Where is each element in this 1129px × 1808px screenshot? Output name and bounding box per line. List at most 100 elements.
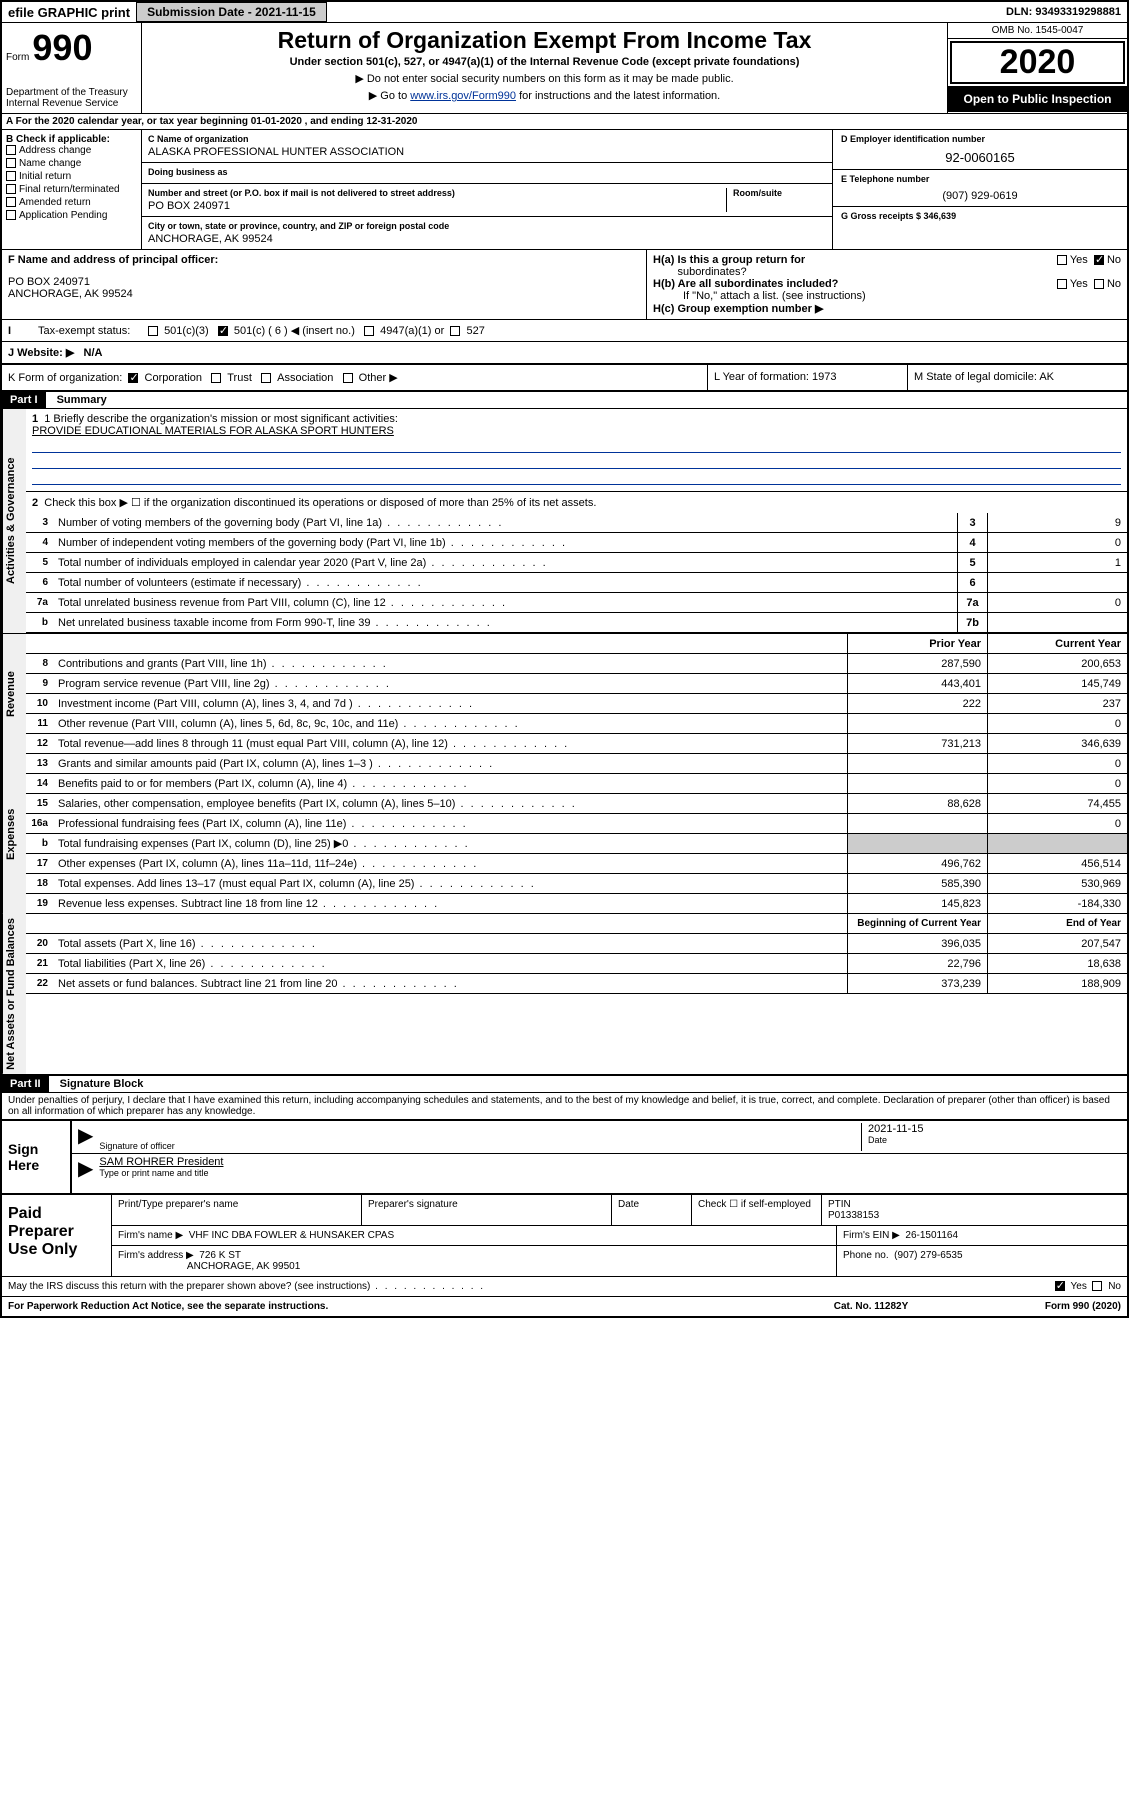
principal-officer-row: F Name and address of principal officer:…	[2, 250, 1127, 320]
table-row: 22 Net assets or fund balances. Subtract…	[26, 974, 1127, 994]
chk-corporation[interactable]	[128, 373, 138, 383]
firm-phone-value: (907) 279-6535	[894, 1250, 962, 1261]
header-left: Form 990 Department of the Treasury Inte…	[2, 23, 142, 113]
firm-addr-label: Firm's address ▶	[118, 1250, 194, 1261]
begin-year-header: Beginning of Current Year	[847, 914, 987, 933]
firm-addr1: 726 K ST	[199, 1250, 241, 1261]
tax-exempt-row: I Tax-exempt status: 501(c)(3) 501(c) ( …	[2, 320, 1127, 342]
paperwork-notice: For Paperwork Reduction Act Notice, see …	[8, 1301, 771, 1312]
table-row: 16a Professional fundraising fees (Part …	[26, 814, 1127, 834]
header-right: OMB No. 1545-0047 2020 Open to Public In…	[947, 23, 1127, 113]
discuss-no-checkbox[interactable]	[1092, 1281, 1102, 1291]
table-row: 8 Contributions and grants (Part VIII, l…	[26, 654, 1127, 674]
side-label-netassets: Net Assets or Fund Balances	[2, 914, 26, 1074]
table-row: b Total fundraising expenses (Part IX, c…	[26, 834, 1127, 854]
section-l: L Year of formation: 1973	[707, 365, 907, 390]
room-label: Room/suite	[733, 188, 826, 198]
paid-preparer-section: Paid Preparer Use Only Print/Type prepar…	[2, 1193, 1127, 1276]
chk-initial-return[interactable]: Initial return	[6, 171, 137, 182]
top-bar: efile GRAPHIC print Submission Date - 20…	[2, 2, 1127, 23]
section-d: D Employer identification number 92-0060…	[832, 130, 1127, 249]
chk-other[interactable]	[343, 373, 353, 383]
hb-row: H(b) Are all subordinates included? Yes …	[653, 278, 1121, 290]
prep-date-label: Date	[612, 1195, 692, 1225]
ha-no-checkbox[interactable]	[1094, 255, 1104, 265]
city-value: ANCHORAGE, AK 99524	[148, 233, 826, 245]
hc-label: H(c) Group exemption number ▶	[653, 302, 1121, 315]
tax-exempt-label: Tax-exempt status:	[38, 325, 148, 337]
side-label-governance: Activities & Governance	[2, 409, 26, 633]
website-label: J Website: ▶	[8, 347, 74, 359]
table-row: 5 Total number of individuals employed i…	[26, 553, 1127, 573]
declaration-text: Under penalties of perjury, I declare th…	[2, 1093, 1127, 1119]
table-row: 7a Total unrelated business revenue from…	[26, 593, 1127, 613]
chk-501c3[interactable]	[148, 326, 158, 336]
street-value: PO BOX 240971	[148, 200, 726, 212]
chk-association[interactable]	[261, 373, 271, 383]
revenue-header-row: Prior Year Current Year	[26, 634, 1127, 654]
chk-address-change[interactable]: Address change	[6, 145, 137, 156]
section-b-checkboxes: B Check if applicable: Address change Na…	[2, 130, 142, 249]
table-row: 11 Other revenue (Part VIII, column (A),…	[26, 714, 1127, 734]
part1-body: Activities & Governance 1 1 Briefly desc…	[2, 409, 1127, 633]
street-cell: Number and street (or P.O. box if mail i…	[142, 184, 832, 217]
ha-row: H(a) Is this a group return for subordin…	[653, 254, 1121, 278]
prep-sig-label: Preparer's signature	[362, 1195, 612, 1225]
principal-addr1: PO BOX 240971	[8, 276, 640, 288]
ptin-label: PTIN	[828, 1199, 851, 1210]
section-c: C Name of organization ALASKA PROFESSION…	[142, 130, 832, 249]
ha-yes-checkbox[interactable]	[1057, 255, 1067, 265]
discuss-row: May the IRS discuss this return with the…	[2, 1276, 1127, 1296]
sig-name-row: ▶ SAM ROHRER President Type or print nam…	[72, 1154, 1127, 1183]
current-year-header: Current Year	[987, 634, 1127, 653]
org-name-cell: C Name of organization ALASKA PROFESSION…	[142, 130, 832, 163]
phone-cell: E Telephone number (907) 929-0619	[833, 170, 1127, 207]
preparer-row-1: Print/Type preparer's name Preparer's si…	[112, 1195, 1127, 1226]
ha-sub: subordinates?	[677, 266, 746, 278]
submission-date-button[interactable]: Submission Date - 2021-11-15	[136, 2, 327, 22]
arrow-icon-2: ▶	[78, 1156, 99, 1181]
chk-501c[interactable]	[218, 326, 228, 336]
table-row: 3 Number of voting members of the govern…	[26, 513, 1127, 533]
form-title: Return of Organization Exempt From Incom…	[150, 27, 939, 54]
prep-check-label: Check ☐ if self-employed	[692, 1195, 822, 1225]
section-k: K Form of organization: Corporation Trus…	[2, 365, 707, 390]
table-row: 17 Other expenses (Part IX, column (A), …	[26, 854, 1127, 874]
irs-link[interactable]: www.irs.gov/Form990	[410, 90, 516, 102]
chk-4947[interactable]	[364, 326, 374, 336]
efile-label: efile GRAPHIC print	[2, 3, 136, 22]
table-row: 13 Grants and similar amounts paid (Part…	[26, 754, 1127, 774]
discuss-yes-checkbox[interactable]	[1055, 1281, 1065, 1291]
table-row: 9 Program service revenue (Part VIII, li…	[26, 674, 1127, 694]
klm-row: K Form of organization: Corporation Trus…	[2, 365, 1127, 392]
discuss-text: May the IRS discuss this return with the…	[8, 1281, 1055, 1292]
chk-amended-return[interactable]: Amended return	[6, 197, 137, 208]
netassets-content: Beginning of Current Year End of Year 20…	[26, 914, 1127, 1074]
dba-cell: Doing business as	[142, 163, 832, 184]
dba-label: Doing business as	[148, 167, 826, 177]
dln-label: DLN: 93493319298881	[1000, 4, 1127, 20]
chk-trust[interactable]	[211, 373, 221, 383]
sig-name-label: Type or print name and title	[99, 1168, 1121, 1178]
row-a-tax-year: A For the 2020 calendar year, or tax yea…	[2, 114, 1127, 130]
line2-text: Check this box ▶ ☐ if the organization d…	[44, 497, 596, 509]
form-number: 990	[32, 27, 92, 68]
chk-527[interactable]	[450, 326, 460, 336]
hb-note: If "No," attach a list. (see instruction…	[653, 290, 1121, 302]
chk-final-return[interactable]: Final return/terminated	[6, 184, 137, 195]
mission-label: 1 Briefly describe the organization's mi…	[44, 413, 398, 425]
chk-application-pending[interactable]: Application Pending	[6, 210, 137, 221]
hb-no-checkbox[interactable]	[1094, 279, 1104, 289]
chk-name-change[interactable]: Name change	[6, 158, 137, 169]
end-year-header: End of Year	[987, 914, 1127, 933]
firm-ein-value: 26-1501164	[905, 1230, 958, 1241]
hb-yes-checkbox[interactable]	[1057, 279, 1067, 289]
bottom-line: For Paperwork Reduction Act Notice, see …	[2, 1296, 1127, 1316]
form-no-footer: Form 990 (2020)	[971, 1301, 1121, 1312]
principal-addr2: ANCHORAGE, AK 99524	[8, 288, 640, 300]
website-value: N/A	[84, 347, 103, 359]
firm-ein-label: Firm's EIN ▶	[843, 1230, 900, 1241]
table-row: 20 Total assets (Part X, line 16) 396,03…	[26, 934, 1127, 954]
part2-header-row: Part II Signature Block	[2, 1076, 1127, 1093]
sig-date-label: Date	[868, 1135, 1121, 1145]
